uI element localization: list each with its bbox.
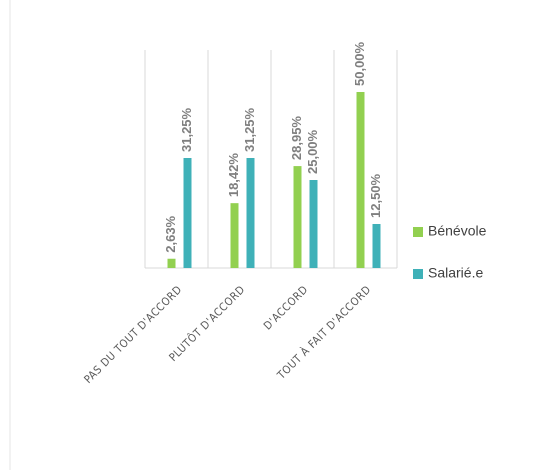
- data-label: 25,00%: [305, 129, 320, 174]
- data-label: 31,25%: [179, 107, 194, 152]
- bar: [230, 203, 239, 268]
- bar: [293, 166, 302, 268]
- bar: [372, 224, 381, 268]
- data-label: 50,00%: [352, 41, 367, 86]
- data-label: 12,50%: [368, 173, 383, 218]
- x-tick-label: D'ACCORD: [261, 283, 311, 333]
- bar: [356, 92, 365, 268]
- legend-label: Salarié.e: [428, 265, 483, 281]
- data-label: 31,25%: [242, 107, 257, 152]
- bar: [246, 158, 255, 268]
- legend-label: Bénévole: [428, 223, 487, 239]
- bar: [309, 180, 318, 268]
- bar: [183, 158, 192, 268]
- data-label: 2,63%: [163, 215, 178, 252]
- bar: [167, 258, 176, 268]
- legend-swatch: [413, 269, 423, 279]
- x-tick-label: PAS DU TOUT D'ACCORD: [82, 283, 185, 386]
- legend-swatch: [413, 227, 423, 237]
- data-label: 28,95%: [289, 116, 304, 161]
- data-label: 18,42%: [226, 153, 241, 198]
